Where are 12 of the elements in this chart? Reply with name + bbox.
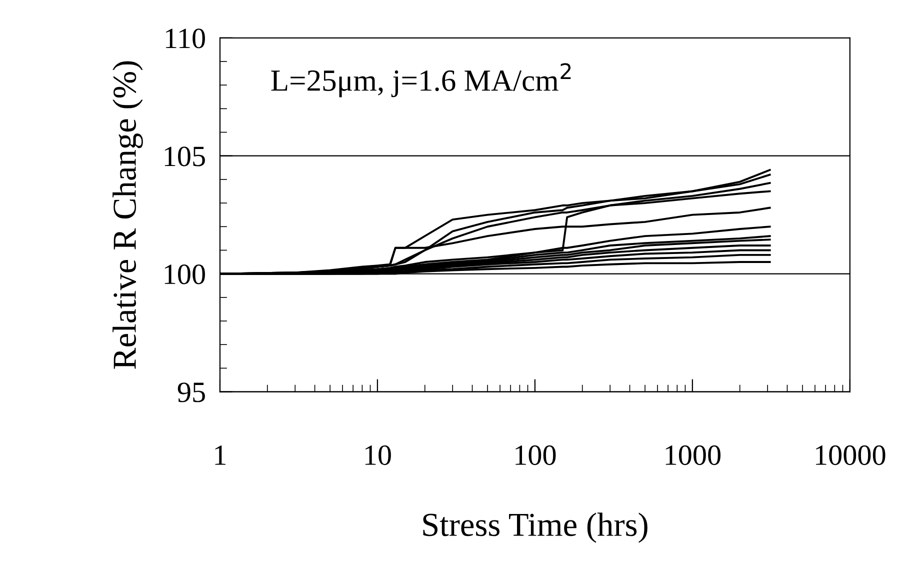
y-tick-label: 105 xyxy=(164,146,205,166)
y-tick-label: 100 xyxy=(164,264,205,284)
x-tick-label: 10000 xyxy=(816,445,886,466)
y-tick-label: 95 xyxy=(178,382,205,402)
y-tick-label: 110 xyxy=(166,28,205,48)
x-axis-title: Stress Time (hrs) xyxy=(423,512,648,543)
annotation: L=25μm, j=1.6 MA/cm$^{2}$ xyxy=(271,63,571,98)
y-axis-title: Relative R Change (%) xyxy=(112,61,143,369)
x-tick-label: 100 xyxy=(516,445,556,466)
x-tick-label: 10 xyxy=(365,445,391,466)
x-tick-label: 1 xyxy=(215,446,226,465)
x-tick-label: 1000 xyxy=(666,445,720,466)
